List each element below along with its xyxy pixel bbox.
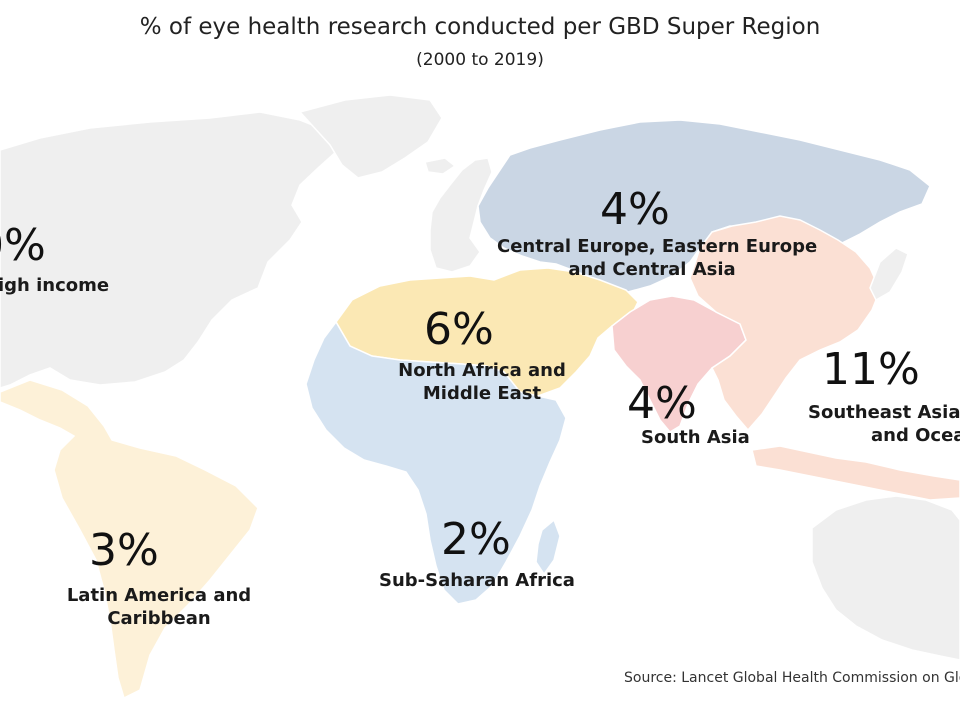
south-asia-label: South Asia [641,427,750,448]
latin-america-label-line1: Latin America and [66,585,252,606]
southeast-asia-oceania-label-line2: and Ocea [871,425,960,446]
cee-central-asia-label: Central Europe, Eastern Europe and Centr… [497,235,818,281]
southeast-asia-oceania-label-line1: Southeast Asia, [808,402,960,423]
high-income-label: igh income [0,275,110,296]
southeast-asia-oceania-label: Southeast Asia, and Ocea [808,401,960,447]
cee-central-asia-percent: 4% [600,184,670,235]
region-south-asia [611,295,747,433]
chart-title: % of eye health research conducted per G… [139,14,821,40]
region-southeast-asia-oceania [689,215,881,432]
cee-central-asia-label-line2: and Central Asia [568,259,736,280]
region-japan [869,247,909,302]
region-madagascar [535,518,561,576]
north-africa-middle-east-label: North Africa and Middle East [391,359,573,405]
south-asia-percent: 4% [627,378,697,429]
chart-subtitle: (2000 to 2019) [416,50,544,70]
region-indonesia [751,445,960,501]
latin-america-percent: 3% [89,525,159,576]
southeast-asia-oceania-percent: 11% [822,344,920,395]
north-africa-middle-east-label-line1: North Africa and [398,360,566,381]
region-latin-america [0,379,259,700]
region-sub-saharan-africa [305,320,567,605]
latin-america-label: Latin America and Caribbean [64,584,254,630]
region-north-america [0,111,339,389]
source-note: Source: Lancet Global Health Commission … [624,670,960,686]
high-income-percent: 0% [0,220,46,271]
region-iceland [424,157,457,175]
sub-saharan-africa-label: Sub-Saharan Africa [379,570,575,591]
north-africa-middle-east-percent: 6% [424,304,494,355]
region-greenland [298,94,443,179]
cee-central-asia-label-line1: Central Europe, Eastern Europe [497,236,818,257]
latin-america-label-line2: Caribbean [107,608,211,629]
region-australia [811,495,960,661]
sub-saharan-africa-percent: 2% [441,514,511,565]
north-africa-middle-east-label-line2: Middle East [422,383,542,404]
region-western-europe [429,157,493,273]
